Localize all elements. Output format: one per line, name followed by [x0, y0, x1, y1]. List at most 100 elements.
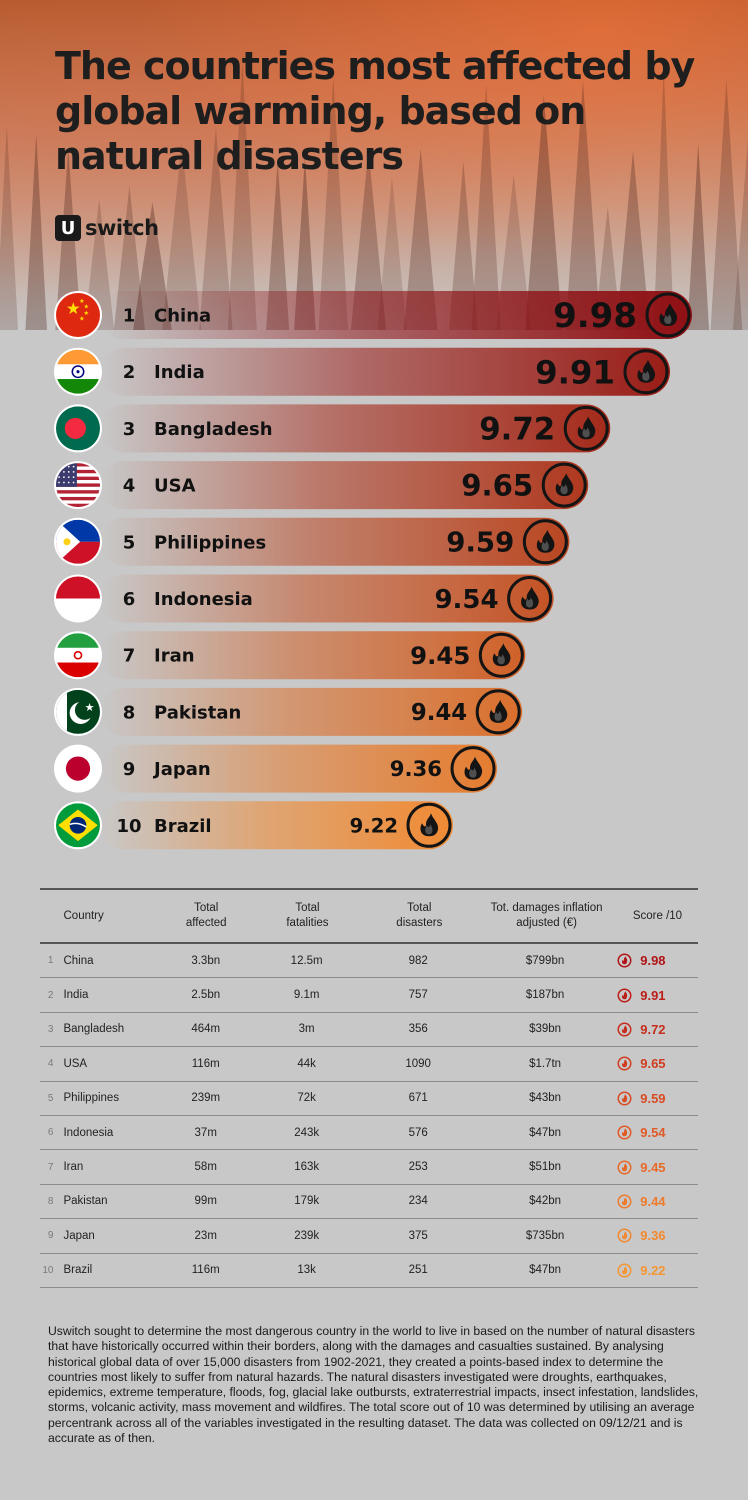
row-total-disasters: 576	[408, 1126, 428, 1139]
score-value: 9.54	[640, 1125, 666, 1141]
tree-silhouette	[227, 62, 257, 330]
bar-row-brazil: 9.22 10 Brazil	[54, 801, 453, 850]
country-label: Iran	[154, 646, 195, 667]
header-total-fatalities: Total fatalities	[286, 902, 329, 929]
methodology-footnote: Uswitch sought to determine the most dan…	[48, 1324, 699, 1446]
row-total-disasters: 1090	[405, 1057, 431, 1070]
row-total-disasters: 251	[408, 1264, 428, 1277]
score-value: 9.98	[640, 953, 666, 969]
header-total-affected: Total affected	[185, 902, 227, 929]
indonesia-flag-icon	[54, 574, 102, 623]
iran-flag-icon	[54, 631, 102, 680]
bar-row-china: 9.98★★★★★ 1 China	[54, 291, 692, 339]
bar	[100, 347, 670, 396]
row-total-damages: $799bn	[525, 954, 565, 967]
pakistan-flag-icon: ★	[54, 687, 102, 736]
row-country: Indonesia	[63, 1126, 114, 1139]
country-label: Brazil	[154, 816, 212, 837]
row-total-disasters: 356	[408, 1023, 428, 1036]
country-label: Pakistan	[154, 702, 241, 723]
japan-flag-icon	[54, 744, 102, 793]
row-country: Pakistan	[63, 1195, 108, 1208]
value-label: 9.22	[350, 814, 398, 837]
rank-label: 6	[123, 589, 136, 610]
row-total-damages: $39bn	[529, 1023, 562, 1036]
fire-icon	[475, 689, 521, 735]
disaster-data-table: Country Total affected Total fatalities To…	[40, 888, 698, 1288]
row-total-disasters: 982	[408, 954, 428, 967]
bar-row-pakistan: 9.44 ★ 8 Pakistan	[54, 687, 523, 736]
row-total-damages: $47bn	[529, 1126, 562, 1139]
row-total-disasters: 375	[408, 1229, 428, 1242]
tree-silhouette	[687, 143, 710, 330]
row-total-affected: 37m	[194, 1126, 217, 1139]
header-total-disasters: Total disasters	[396, 902, 443, 929]
row-country: India	[63, 989, 89, 1002]
rank-label: 9	[123, 759, 136, 780]
bar	[100, 517, 570, 566]
row-country: Philippines	[63, 1092, 120, 1105]
tree-silhouette	[350, 149, 387, 330]
tree-silhouette	[653, 66, 674, 330]
score-value: 9.91	[640, 987, 666, 1003]
country-label: India	[154, 362, 205, 383]
table-row: 2 India 2.5bn 9.1m 757 $187bn 9.91	[40, 978, 698, 1013]
fire-icon	[478, 632, 524, 678]
row-score: 9.45	[615, 1160, 698, 1175]
row-country: Japan	[63, 1229, 95, 1242]
rank-label: 1	[123, 306, 136, 327]
row-score: 9.72	[615, 1022, 698, 1037]
table-row: 3 Bangladesh 464m 3m 356 $39bn 9.72	[40, 1013, 698, 1048]
row-total-fatalities: 72k	[297, 1092, 316, 1105]
country-label: Philippines	[154, 532, 266, 553]
svg-text:★: ★	[85, 701, 95, 714]
bar-row-philippines: 9.59 5 Philippines	[54, 517, 570, 566]
forest-fire-background	[0, 0, 748, 330]
svg-text:★: ★	[84, 310, 90, 317]
row-country: Bangladesh	[63, 1023, 125, 1036]
philippines-flag-icon	[54, 517, 102, 566]
tree-silhouette	[403, 148, 438, 330]
row-score: 9.65	[615, 1056, 698, 1071]
score-value: 9.72	[640, 1021, 666, 1037]
country-label: Indonesia	[154, 589, 253, 610]
rank-label: 2	[123, 362, 136, 383]
value-label: 9.45	[410, 641, 470, 670]
usa-flag-icon	[54, 461, 102, 510]
row-country: China	[63, 954, 94, 967]
row-total-disasters: 253	[408, 1161, 428, 1174]
tree-silhouette	[565, 80, 601, 330]
row-rank: 5	[47, 1092, 54, 1104]
bar-row-usa: 9.65 4 USA	[54, 461, 589, 510]
burning-forest-illustration	[0, 62, 748, 330]
fire-icon	[617, 1091, 632, 1106]
row-rank: 4	[47, 1058, 54, 1070]
row-rank: 9	[47, 1230, 54, 1242]
fire-icon	[617, 1194, 632, 1209]
tree-silhouette	[318, 77, 349, 330]
value-label: 9.65	[461, 469, 533, 503]
row-total-disasters: 234	[408, 1195, 428, 1208]
value-label: 9.54	[434, 585, 498, 615]
brazil-flag-icon	[54, 801, 102, 850]
fire-icon	[645, 292, 691, 338]
value-label: 9.36	[390, 756, 442, 781]
page-title: The countries most affected by global wa…	[55, 44, 695, 178]
fire-icon	[617, 1263, 632, 1278]
fire-icon	[617, 988, 632, 1003]
fire-icon	[563, 405, 609, 451]
row-total-fatalities: 9.1m	[293, 989, 320, 1002]
row-total-fatalities: 44k	[297, 1057, 316, 1070]
country-label: Bangladesh	[154, 419, 273, 440]
fire-icon	[406, 802, 452, 848]
row-total-fatalities: 163k	[294, 1161, 320, 1174]
row-total-damages: $1.7tn	[529, 1057, 562, 1070]
row-total-affected: 2.5bn	[191, 989, 221, 1002]
score-value: 9.22	[640, 1262, 666, 1278]
row-total-affected: 116m	[191, 1264, 220, 1277]
tree-silhouette	[525, 95, 563, 330]
row-rank: 3	[47, 1023, 54, 1035]
value-label: 9.59	[446, 526, 514, 559]
table-row: 10 Brazil 116m 13k 251 $47bn 9.22	[40, 1254, 698, 1288]
